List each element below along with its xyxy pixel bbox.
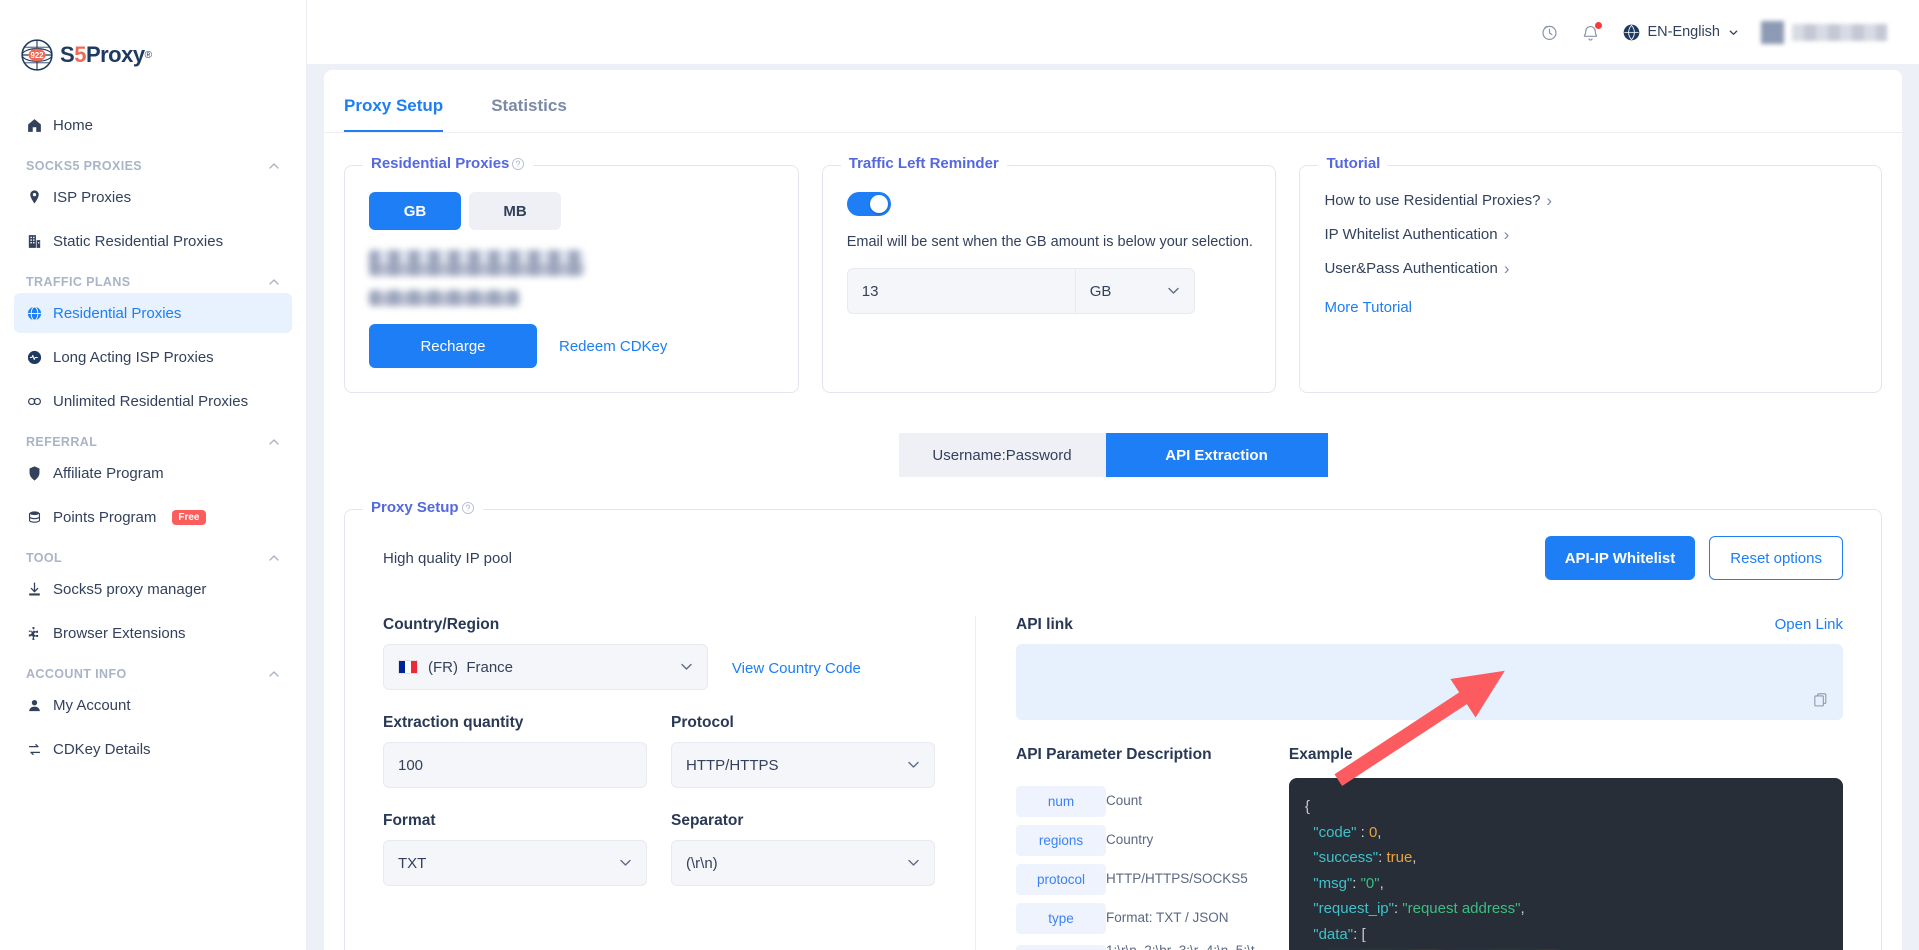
svg-text:922: 922	[31, 51, 45, 60]
